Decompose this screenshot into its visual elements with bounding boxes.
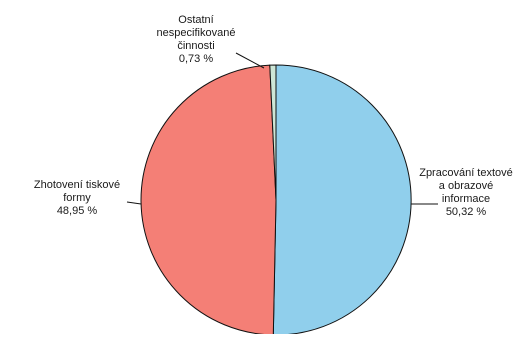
slice-value-zpracovani-textove: 50,32 % [446,206,487,218]
pie-slice-zpracovani-textove [272,64,412,336]
slice-label-zpracovani-textove: informace [442,193,490,205]
slice-label-ostatni: Ostatní [178,14,213,26]
leader-line-zhotoveni-tiskove [126,201,142,205]
slice-label-zpracovani-textove: Zpracování textové [419,167,513,179]
slice-label-zhotoveni-tiskove: formy [63,192,91,204]
slice-value-ostatni: 0,73 % [179,53,213,65]
slice-value-zhotoveni-tiskove: 48,95 % [57,205,98,217]
slice-label-zhotoveni-tiskove: Zhotovení tiskové [34,179,120,191]
leader-line-ostatni [235,52,265,69]
slice-label-ostatni: nespecifikované [157,27,236,39]
pie-slice-zhotoveni-tiskove [140,64,277,336]
pie-slice-ostatni [269,64,277,201]
slice-label-zpracovani-textove: a obrazové [439,180,493,192]
slice-label-ostatni: činnosti [177,40,214,52]
